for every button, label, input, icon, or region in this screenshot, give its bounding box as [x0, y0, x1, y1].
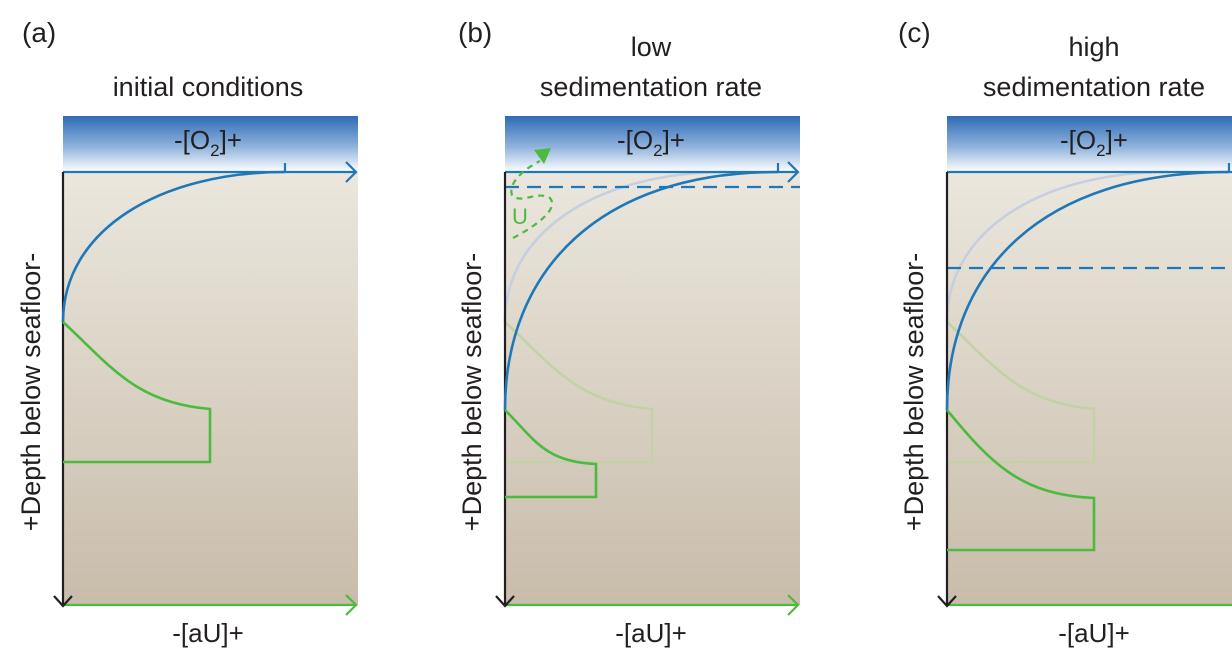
sediment-column — [63, 172, 358, 605]
oxygen-profile — [945, 170, 1230, 411]
initial-uranium-profile-ghost — [504, 321, 654, 464]
sediment-column — [505, 172, 800, 605]
uranium-axis-arrowhead — [787, 594, 800, 616]
panel-title-line-1: low — [631, 32, 672, 62]
uranium-flux-arrowhead — [534, 148, 551, 164]
panel-letter: (a) — [22, 17, 56, 48]
depth-axis-label: +Depth below seafloor- — [457, 253, 487, 531]
panel-title-line-1: high — [1068, 32, 1119, 62]
uranium-axis-label: -[aU]+ — [615, 618, 687, 648]
depth-axis-label: +Depth below seafloor- — [899, 253, 929, 531]
uranium-profile — [504, 409, 598, 499]
oxygen-profile — [503, 170, 779, 411]
oxygen-axis-arrowhead — [787, 161, 800, 183]
water-column — [947, 116, 1232, 172]
uranium-profile — [62, 321, 212, 464]
water-column — [63, 116, 358, 172]
uranium-axis-label: -[aU]+ — [172, 618, 244, 648]
panel-letter: (c) — [898, 17, 931, 48]
uranium-axis-label: -[aU]+ — [1058, 618, 1130, 648]
panel-letter: (b) — [458, 17, 492, 48]
oxygen-axis-label: -[O2]+ — [174, 125, 242, 160]
depth-axis-arrowhead — [495, 595, 515, 608]
initial-uranium-profile-ghost — [946, 321, 1096, 464]
uranium-profile — [945, 409, 1096, 552]
panel-b: (b) low sedimentation rate -[O2]+ U +Dep… — [457, 17, 800, 648]
uranium-axis-arrowhead — [345, 594, 358, 616]
uranium-flux-label: U — [512, 204, 528, 229]
panel-c: (c) high sedimentation rate -[O2]+ +Dept… — [898, 17, 1232, 648]
depth-axis-arrowhead — [53, 595, 73, 608]
uranium-flux-loop — [510, 160, 554, 239]
oxygen-axis-label: -[O2]+ — [617, 125, 685, 160]
oxygen-axis-arrowhead — [345, 161, 358, 183]
initial-oxygen-profile-ghost — [503, 170, 728, 323]
sediment-column — [947, 172, 1232, 605]
panel-a: (a) initial conditions -[O2]+ +Depth bel… — [16, 17, 358, 648]
panel-title: initial conditions — [113, 72, 304, 102]
panel-title-line-2: sedimentation rate — [540, 72, 762, 102]
panel-title-line-2: sedimentation rate — [983, 72, 1205, 102]
depth-axis-arrowhead — [937, 595, 957, 608]
initial-oxygen-profile-ghost — [945, 170, 1170, 323]
oxygen-axis-label: -[O2]+ — [1060, 125, 1128, 160]
water-column — [505, 116, 800, 172]
oxygen-profile — [61, 170, 286, 323]
depth-axis-label: +Depth below seafloor- — [16, 253, 46, 531]
